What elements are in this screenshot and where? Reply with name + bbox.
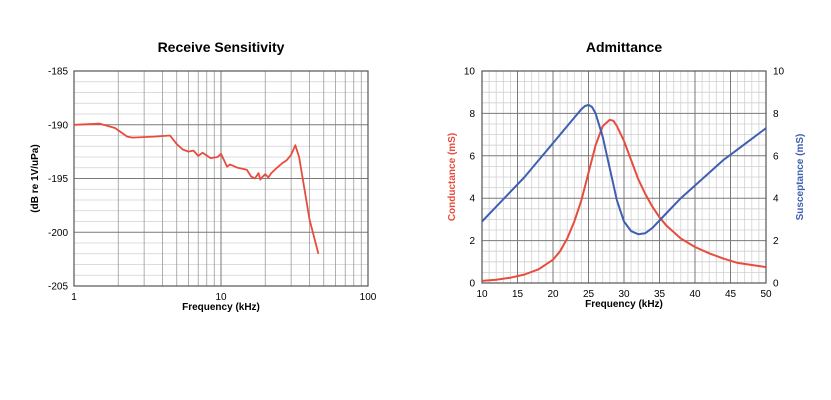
admittance-chart: 0 0 2 2 4 4 6 6 8 8 10 10 10 15 20 25 30 35 40 45 50 Admittan… xyxy=(447,39,806,310)
susceptance-line xyxy=(481,103,767,236)
left-y-axis-label: Conductance (mS) xyxy=(447,133,458,221)
y-tick-label: -190 xyxy=(48,120,68,131)
chart-title: Admittance xyxy=(586,39,662,55)
left-y-tick-label: 4 xyxy=(469,194,475,205)
right-y-tick-label: 6 xyxy=(773,151,779,162)
x-tick-label: 10 xyxy=(215,292,227,303)
right-y-tick-label: 10 xyxy=(773,67,785,78)
sensitivity-line xyxy=(73,122,320,255)
x-tick-label: 20 xyxy=(547,289,559,300)
x-tick-label: 50 xyxy=(760,289,772,300)
x-tick-label: 10 xyxy=(476,289,488,300)
x-axis-label: Frequency (kHz) xyxy=(585,299,663,310)
right-y-tick-label: 0 xyxy=(773,279,779,290)
y-tick-label: -185 xyxy=(48,67,68,78)
x-tick-label: 100 xyxy=(360,292,377,303)
right-y-tick-label: 4 xyxy=(773,194,779,205)
left-y-tick-label: 2 xyxy=(469,236,475,247)
conductance-line xyxy=(481,118,767,282)
x-tick-label: 35 xyxy=(654,289,666,300)
left-y-tick-label: 8 xyxy=(469,109,475,120)
left-y-tick-label: 6 xyxy=(469,151,475,162)
left-y-tick-label: 10 xyxy=(464,67,476,78)
plot-frame xyxy=(73,70,369,287)
x-tick-label: 15 xyxy=(512,289,524,300)
y-tick-label: -200 xyxy=(48,228,68,239)
x-tick-label: 30 xyxy=(618,289,630,300)
x-tick-label: 25 xyxy=(583,289,595,300)
chart-title: Receive Sensitivity xyxy=(158,39,285,55)
y-axis-label: (dB re 1V/uPa) xyxy=(30,144,41,212)
left-y-tick-label: 0 xyxy=(469,279,475,290)
right-y-axis-label: Susceptance (mS) xyxy=(795,134,806,221)
x-tick-label: 40 xyxy=(689,289,701,300)
y-tick-label: -195 xyxy=(48,174,68,185)
y-tick-label: -205 xyxy=(48,282,68,293)
x-tick-label: 45 xyxy=(725,289,737,300)
right-y-tick-label: 8 xyxy=(773,109,779,120)
plot-frame xyxy=(481,70,767,284)
receive-sensitivity-chart: -205 -200 -195 -190 -185 1 10 100 Receive Sensit… xyxy=(30,39,377,313)
right-y-tick-label: 2 xyxy=(773,236,779,247)
x-axis-label: Frequency (kHz) xyxy=(182,302,260,313)
x-tick-label: 1 xyxy=(71,292,77,303)
